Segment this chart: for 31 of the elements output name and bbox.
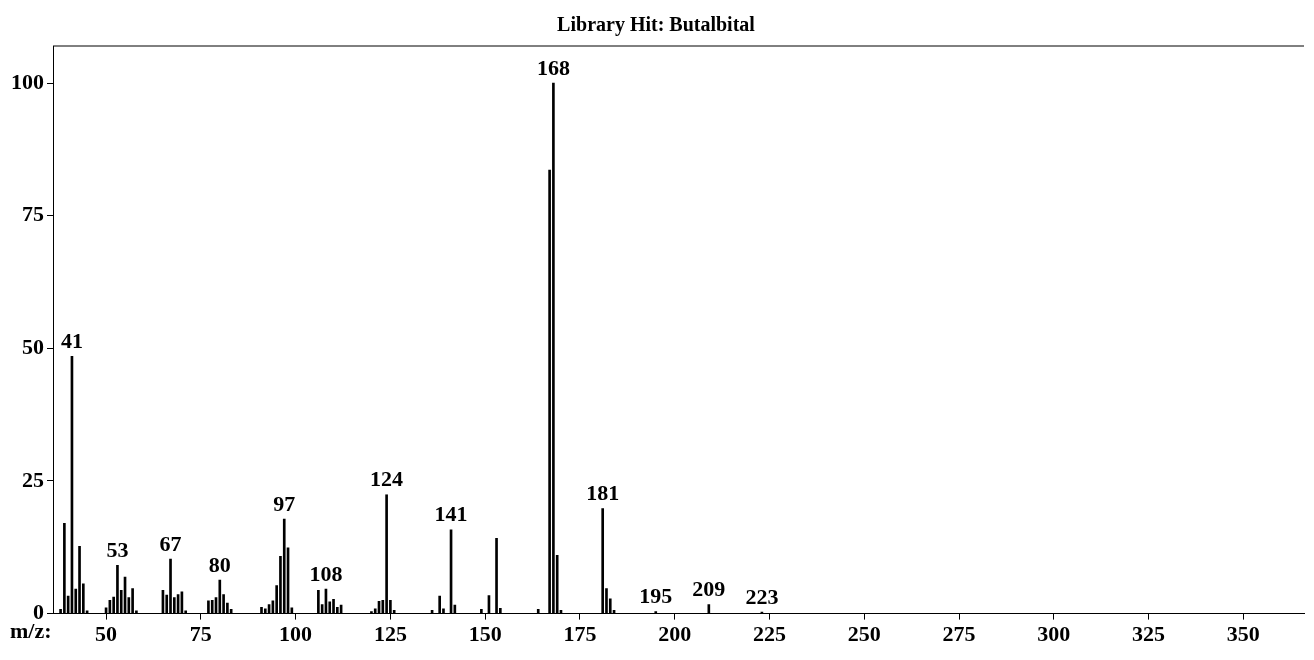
- x-tick-label: 300: [1037, 621, 1071, 647]
- x-tick-label: 100: [279, 621, 313, 647]
- x-tick-label: 200: [658, 621, 692, 647]
- annotation: 141: [434, 501, 468, 527]
- x-tick-label: 225: [752, 621, 786, 647]
- y-tick-label: 50: [22, 334, 44, 360]
- annotation: 108: [309, 560, 343, 586]
- annotation: 124: [370, 466, 404, 492]
- chart-title: Library Hit: Butalbital: [557, 13, 756, 37]
- annotation: 181: [586, 480, 620, 506]
- annotation: 80: [208, 551, 231, 577]
- x-tick-label: 50: [95, 621, 118, 647]
- y-tick-label: 75: [22, 201, 44, 227]
- annotation: 97: [273, 490, 296, 516]
- annotation: 195: [639, 583, 673, 609]
- y-tick-label: 100: [11, 68, 44, 94]
- y-tick-label: 25: [22, 466, 44, 492]
- annotation: 223: [745, 583, 779, 609]
- x-tick-label: 325: [1132, 621, 1166, 647]
- x-tick-label: 75: [189, 621, 212, 647]
- annotation: 209: [692, 576, 726, 602]
- x-tick-label: 175: [563, 621, 597, 647]
- x-tick-label: 250: [847, 621, 881, 647]
- annotation: 41: [60, 328, 83, 354]
- annotation: 67: [159, 530, 182, 556]
- x-tick-label: 150: [468, 621, 502, 647]
- x-tick-label: 125: [373, 621, 407, 647]
- annotation: 53: [106, 537, 129, 563]
- x-tick-label: 275: [942, 621, 976, 647]
- x-tick-label: 350: [1226, 621, 1260, 647]
- annotation: 168: [536, 54, 570, 80]
